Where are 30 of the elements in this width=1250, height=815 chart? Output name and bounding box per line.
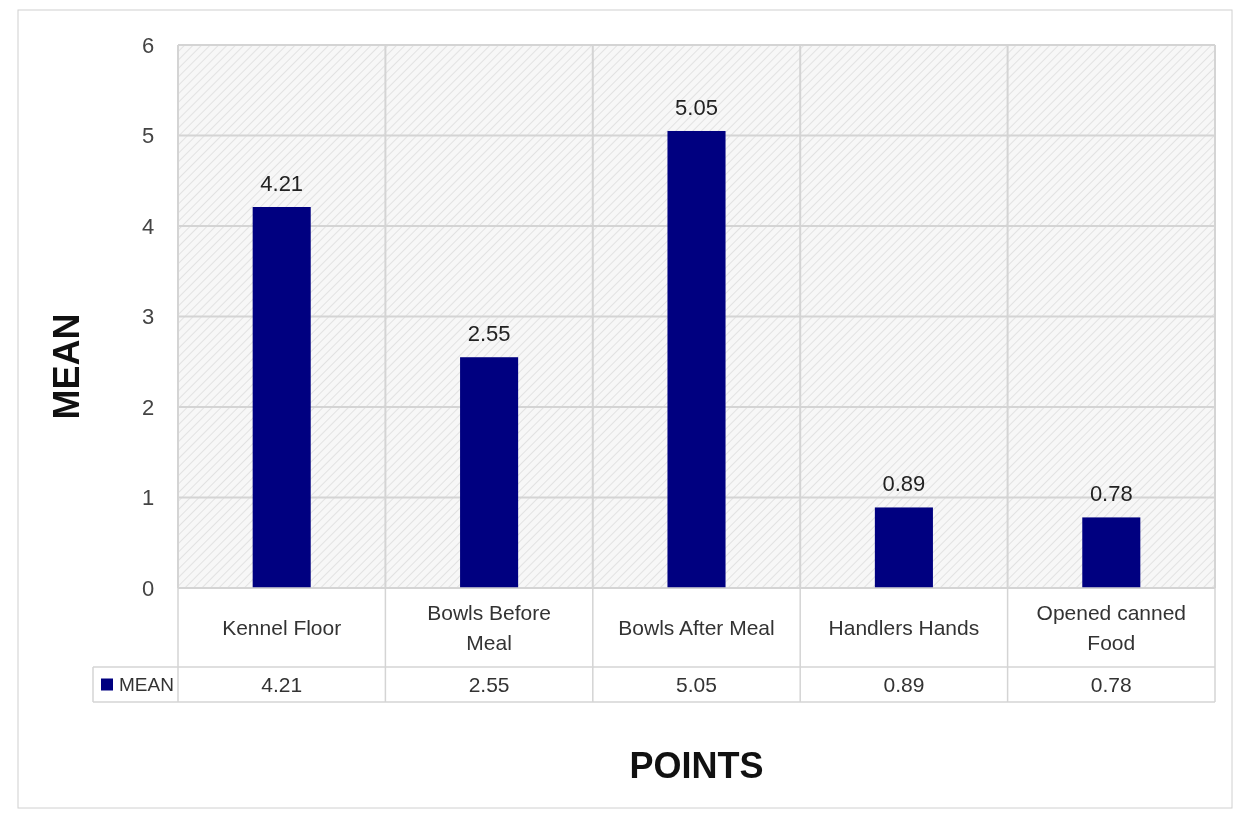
data-label: 5.05	[675, 94, 718, 120]
x-tick-label: Handlers Hands	[828, 615, 980, 639]
x-axis-title: POINTS	[629, 744, 764, 786]
text: 0.78	[1090, 672, 1132, 696]
x-tick-label: Bowls After Meal	[618, 615, 775, 639]
bar	[874, 507, 933, 588]
x-tick-label: Bowls Before Meal	[427, 600, 551, 654]
bar	[1082, 517, 1141, 588]
bar	[460, 357, 519, 588]
data-label: 0.89	[882, 471, 926, 497]
x-tick-label: Kennel Floor	[222, 615, 342, 639]
data-label: 4.21	[260, 170, 304, 196]
y-tick-label: 3	[141, 304, 155, 330]
y-tick-label: 4	[141, 213, 155, 239]
y-tick-label: 2	[141, 394, 155, 420]
bar	[667, 130, 726, 588]
data-label: 0.78	[1089, 481, 1133, 507]
x-tick-label: Opened canned Food	[1036, 600, 1187, 654]
y-tick-label: 1	[141, 485, 155, 511]
data-label: 2.55	[467, 321, 511, 347]
text: 5.05	[676, 672, 717, 696]
legend-label: MEAN	[119, 674, 174, 696]
text: 0.89	[883, 672, 925, 696]
bar	[252, 207, 311, 588]
y-axis-title: MEAN	[45, 313, 87, 420]
y-tick-label: 5	[141, 123, 155, 149]
text: 2.55	[468, 672, 510, 696]
y-tick-label: 6	[141, 32, 155, 58]
y-tick-label: 0	[141, 575, 155, 601]
text: 4.21	[261, 672, 303, 696]
